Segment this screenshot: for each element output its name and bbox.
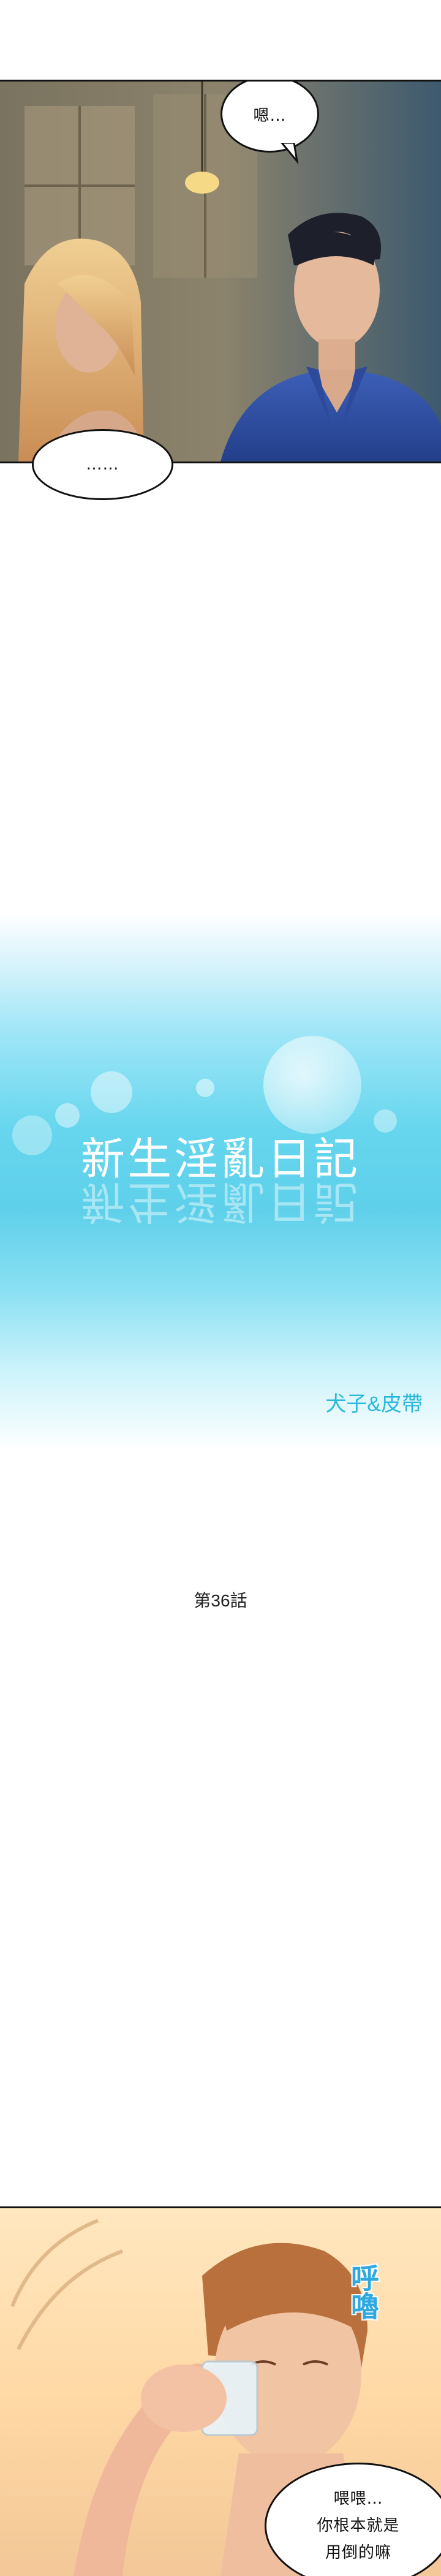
chapter-label: 第36話	[0, 1587, 441, 1612]
sound-effect: 呼嚕	[343, 2263, 380, 2320]
comic-panel-2: 呼嚕 喂喂… 你根本就是 用倒的嘛	[0, 2206, 441, 2576]
series-title-reflection: 新生淫亂日記	[37, 1174, 404, 1238]
speech-bubble-last-line2: 你根本就是	[317, 2512, 399, 2539]
bubble-orb	[196, 1079, 214, 1097]
speech-bubble-top-tail	[279, 143, 303, 167]
bubble-orb	[263, 1036, 361, 1134]
speech-bubble-last-line3: 用倒的嘛	[325, 2539, 391, 2566]
authors-credit: 犬子&皮帶	[276, 1387, 423, 1417]
bubble-orb	[91, 1071, 132, 1113]
panel-1-illustration	[0, 82, 441, 462]
comic-panel-1: 嗯…	[0, 80, 441, 463]
title-banner: 新生淫亂日記 新生淫亂日記 犬子&皮帶	[0, 913, 441, 1453]
speech-bubble-last-line1: 喂喂…	[333, 2485, 383, 2512]
speech-bubble-bottom-text: ……	[86, 455, 119, 474]
speech-bubble-top-text: 嗯…	[253, 103, 286, 126]
speech-bubble-bottom: ……	[32, 429, 173, 500]
